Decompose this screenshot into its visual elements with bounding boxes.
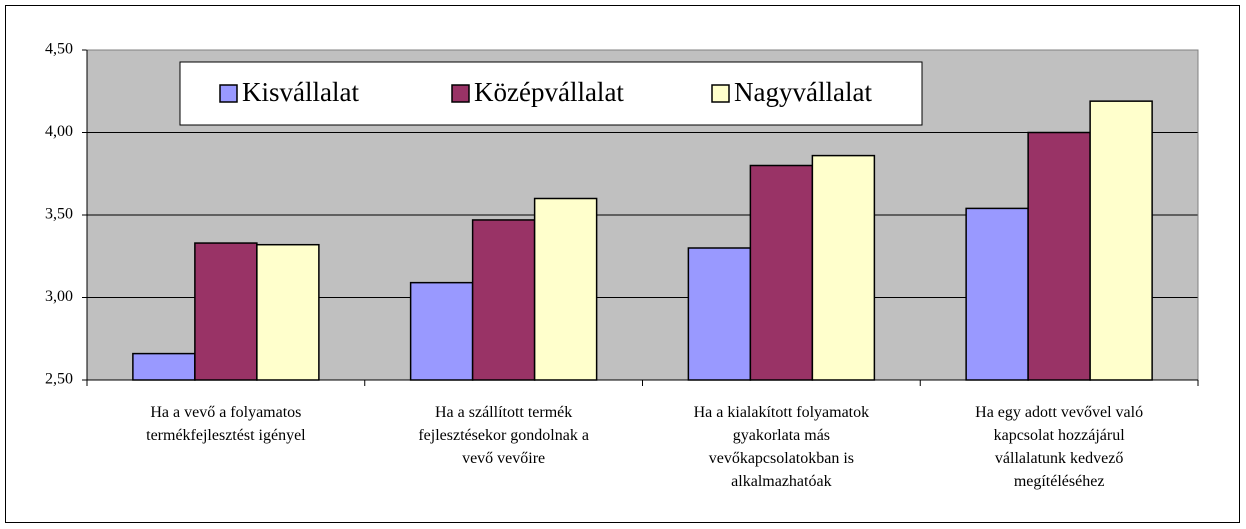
y-tick-label: 3,50	[45, 206, 73, 223]
legend-swatch	[451, 84, 470, 103]
y-tick-label: 4,00	[45, 123, 73, 140]
x-tick-label: Ha a vevő a folyamatos termékfejlesztést …	[146, 404, 306, 444]
y-tick-label: 2,50	[45, 371, 73, 388]
y-tick-label: 3,00	[45, 288, 73, 305]
bar	[1089, 100, 1153, 381]
legend-box	[179, 61, 923, 126]
bar	[471, 219, 536, 381]
bar	[256, 243, 320, 381]
y-tick-label: 4,50	[45, 41, 73, 58]
legend-swatch	[711, 84, 730, 103]
x-tick-label: Ha a kialakított folyamatok gyakorlata má…	[694, 404, 870, 490]
legend-label: Nagyvállalat	[734, 77, 872, 107]
bar	[811, 154, 876, 381]
bar	[749, 164, 814, 381]
legend-label: Középvállalat	[474, 77, 624, 107]
x-tick-label: Ha a szállított termék fejlesztésekor gon…	[418, 404, 589, 467]
x-tick-label: Ha egy adott vevővel való kapcsolat hozzá…	[975, 404, 1143, 490]
bar	[687, 247, 752, 381]
bar	[1027, 131, 1091, 381]
bar	[409, 281, 474, 381]
bar	[533, 197, 598, 381]
bar	[194, 242, 258, 381]
legend-swatch	[219, 84, 238, 103]
bar	[965, 207, 1029, 381]
bar	[132, 352, 196, 381]
legend-label: Kisvállalat	[242, 77, 359, 107]
